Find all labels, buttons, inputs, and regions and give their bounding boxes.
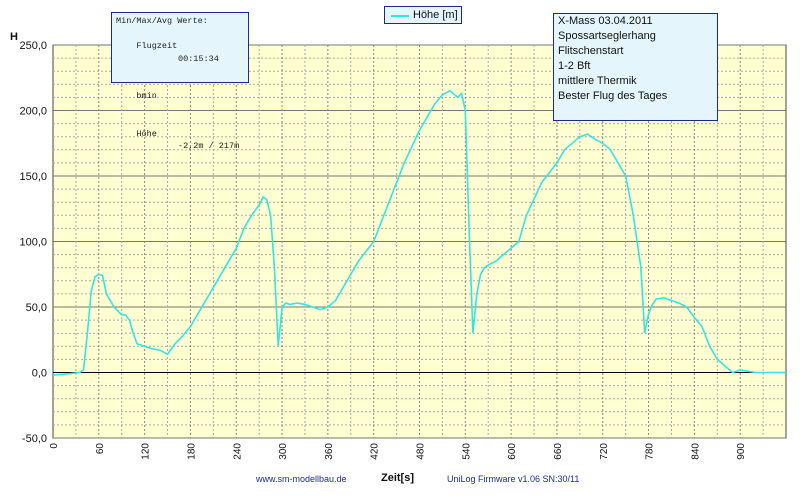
y-tick-label: 250,0 [19, 40, 47, 52]
info-line: Bester Flug des Tages [558, 90, 668, 102]
y-tick-label: 150,0 [19, 171, 47, 183]
stats-header: Min/Max/Avg Werte: [116, 16, 208, 26]
x-tick-label: 600 [507, 443, 518, 460]
stats-row-value: -2,2m / 217m [178, 141, 240, 151]
footer-firmware: UniLog Firmware v1.06 SN:30/11 [447, 474, 580, 484]
series-line-hoehe [52, 89, 786, 376]
x-tick-label: 720 [599, 443, 610, 460]
stats-row-flugzeit: Flugzeit 00:15:34 [116, 28, 248, 78]
x-tick-label: 180 [186, 443, 197, 460]
x-axis-label: Zeit[s] [381, 472, 414, 484]
x-tick-labels: 0 60 120 180 240 300 360 420 480 540 600 660 720 780 8… [49, 443, 747, 460]
x-tick-label: 900 [736, 443, 747, 460]
stats-row-label: Flugzeit [136, 41, 178, 51]
y-tick-label: 50,0 [26, 302, 47, 314]
info-line: Spossartseglerhang [558, 30, 656, 42]
x-tick-label: 240 [232, 443, 243, 460]
y-tick-label: 100,0 [19, 237, 47, 249]
x-tick-label: 360 [324, 443, 335, 460]
stats-row-value: 00:15:34 [178, 53, 219, 64]
x-tick-label: 660 [553, 443, 564, 460]
legend-label: Höhe [m] [413, 9, 458, 21]
stats-row-bmin: bmin [116, 78, 248, 116]
stats-box: Min/Max/Avg Werte: Flugzeit 00:15:34 bmi… [111, 12, 249, 151]
x-tick-label: 420 [370, 443, 381, 460]
info-line: X-Mass 03.04.2011 [558, 15, 653, 27]
x-tick-label: 0 [49, 443, 60, 449]
x-tick-label: 120 [141, 443, 152, 460]
info-line: Flitschenstart [558, 45, 624, 57]
y-axis-label: H [10, 31, 18, 43]
y-tick-label: 200,0 [19, 106, 47, 118]
info-line: 1-2 Bft [558, 60, 591, 72]
stats-row-label: bmin [136, 91, 157, 101]
y-tick-label: -50,0 [22, 433, 47, 445]
legend: Höhe [m] [384, 6, 462, 24]
info-box: X-Mass 03.04.2011 Spossartseglerhang Fli… [553, 13, 718, 121]
x-tick-label: 840 [690, 443, 701, 460]
x-tick-label: 60 [95, 443, 106, 455]
y-tick-label: 0,0 [32, 368, 47, 380]
stats-row-label: Höhe [136, 128, 157, 139]
stats-row-hoehe: Höhe -2,2m / 217m [116, 115, 248, 165]
legend-swatch [391, 15, 409, 17]
info-line: mittlere Thermik [558, 75, 637, 87]
x-tick-label: 540 [461, 443, 472, 460]
x-tick-label: 480 [416, 443, 427, 460]
footer-website[interactable]: www.sm-modellbau.de [256, 474, 347, 484]
y-tick-labels: -50,0 0,0 50,0 100,0 150,0 200,0 250,0 [19, 40, 47, 445]
x-tick-label: 300 [278, 443, 289, 460]
x-tick-label: 780 [645, 443, 656, 460]
